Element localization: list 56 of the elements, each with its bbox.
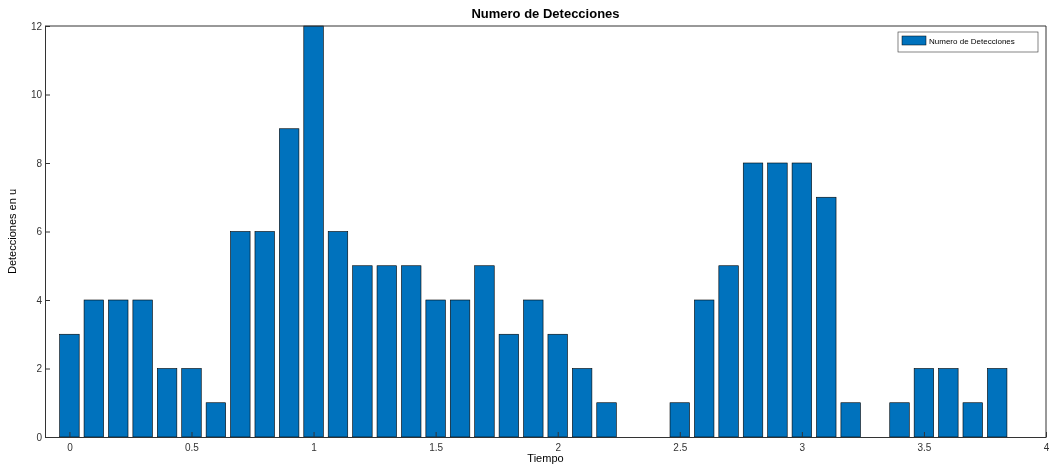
bar: [401, 265, 422, 438]
legend-label: Numero de Detecciones: [929, 37, 1015, 46]
x-tick-label: 0: [67, 442, 74, 453]
bar: [742, 162, 764, 438]
bar: [132, 299, 153, 438]
x-tick-label: 3: [799, 442, 806, 453]
bar: [816, 196, 837, 438]
bar: [962, 402, 983, 438]
y-tick-label: 2: [36, 363, 43, 375]
y-tick-label: 0: [36, 431, 43, 443]
bar: [718, 265, 739, 438]
bar: [157, 368, 178, 438]
bar: [254, 231, 275, 438]
bar: [669, 402, 690, 438]
x-tick-label: 1.5: [429, 442, 444, 453]
bar: [279, 128, 300, 438]
bar: [205, 402, 226, 438]
y-axis-title: Detecciones en u: [6, 189, 18, 274]
y-tick-label: 6: [36, 226, 43, 238]
bar: [59, 333, 80, 438]
bar: [181, 368, 202, 438]
bar: [596, 402, 617, 438]
y-tick-label: 10: [30, 89, 43, 101]
x-tick-label: 2.5: [673, 442, 688, 453]
bar: [694, 299, 715, 438]
y-tick-label: 12: [30, 20, 43, 32]
x-tick-label: 3.5: [917, 442, 932, 453]
bar: [108, 299, 129, 438]
bar: [791, 162, 812, 438]
x-tick-label: 1: [311, 442, 318, 453]
bar: [913, 368, 934, 438]
chart-title: Numero de Detecciones: [471, 6, 620, 21]
y-tick-label: 8: [36, 157, 43, 169]
bar: [83, 299, 104, 438]
bar: [425, 299, 446, 438]
x-axis-title: Tiempo: [527, 452, 564, 464]
bar: [230, 231, 251, 438]
bar: [547, 333, 568, 438]
x-tick-label: 0.5: [185, 442, 200, 453]
bar: [572, 368, 593, 438]
bar: [523, 299, 544, 438]
bar: [889, 402, 910, 438]
bar: [376, 265, 397, 438]
bar: [449, 299, 471, 438]
bar: [987, 368, 1008, 438]
bar: [498, 333, 519, 438]
bar: [938, 368, 959, 438]
bar: [352, 265, 373, 438]
bar: [474, 265, 495, 438]
x-tick-label: 2: [555, 442, 562, 453]
x-tick-label: 4: [1043, 442, 1049, 453]
bar: [327, 231, 349, 438]
bar: [840, 402, 861, 438]
bar: [767, 162, 788, 438]
bar: [303, 25, 324, 438]
y-tick-label: 4: [36, 294, 43, 306]
